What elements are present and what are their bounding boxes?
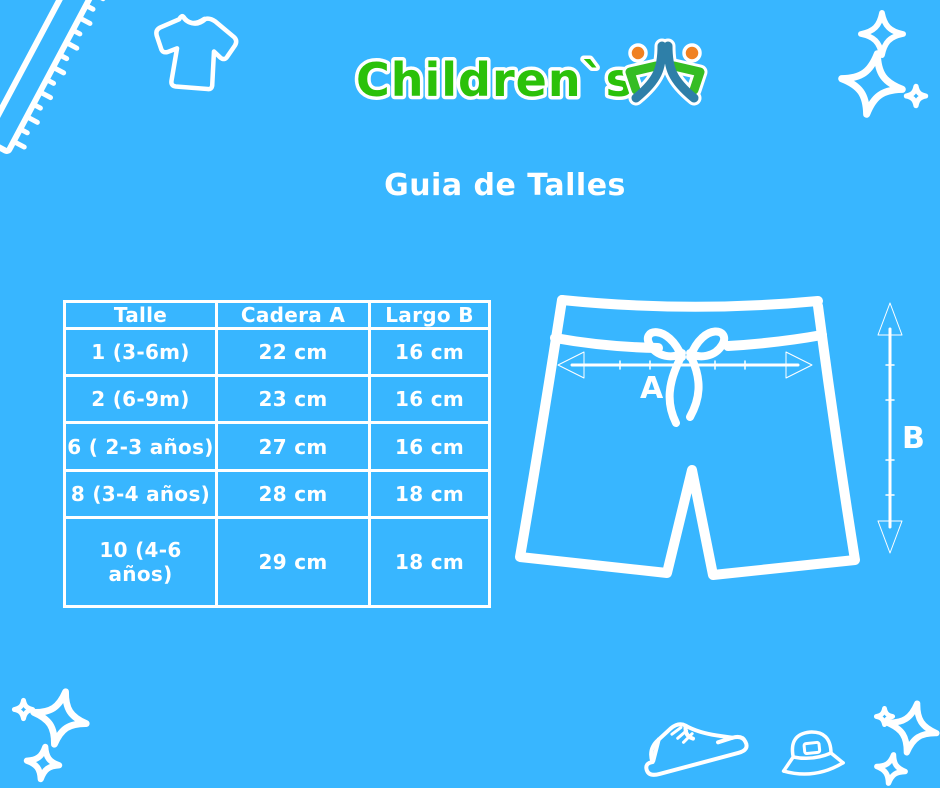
table-row: 6 ( 2-3 años) 27 cm 16 cm: [63, 421, 491, 472]
cell-largo: 16 cm: [368, 374, 491, 425]
table-header-row: Talle Cadera A Largo B: [63, 300, 491, 330]
cell-talle: 6 ( 2-3 años): [63, 421, 218, 472]
brand-logo-text: Children`s: [356, 53, 634, 107]
cell-talle: 10 (4-6 años): [63, 515, 218, 609]
cell-cadera: 29 cm: [215, 515, 371, 609]
shorts-measurement-diagram: A B: [515, 295, 925, 580]
cell-largo: 18 cm: [368, 515, 491, 609]
sparkles-icon: [873, 700, 940, 786]
sparkles-icon: [838, 10, 929, 118]
width-label: A: [640, 371, 664, 406]
sneaker-icon: [644, 722, 749, 777]
shorts-outline: [515, 295, 860, 580]
cell-largo: 18 cm: [368, 468, 491, 519]
length-arrow: [877, 302, 903, 554]
length-label: B: [902, 421, 925, 456]
tshirt-icon: [154, 13, 239, 92]
column-header-talle: Talle: [63, 300, 218, 330]
ruler-icon: [0, 0, 110, 154]
cell-largo: 16 cm: [368, 326, 491, 378]
two-children-figures-icon: [622, 38, 708, 106]
cell-talle: 1 (3-6m): [63, 326, 218, 378]
cell-talle: 2 (6-9m): [63, 374, 218, 425]
table-row: 10 (4-6 años) 29 cm 18 cm: [63, 515, 491, 609]
column-header-largo: Largo B: [368, 300, 491, 330]
table-row: 1 (3-6m) 22 cm 16 cm: [63, 326, 491, 378]
size-table: Talle Cadera A Largo B 1 (3-6m) 22 cm 16…: [63, 300, 491, 609]
cell-largo: 16 cm: [368, 421, 491, 472]
bucket-hat-icon: [781, 730, 845, 776]
cell-cadera: 22 cm: [215, 326, 371, 378]
table-row: 2 (6-9m) 23 cm 16 cm: [63, 374, 491, 425]
cell-cadera: 28 cm: [215, 468, 371, 519]
drawstring-bow-icon: [644, 327, 728, 427]
brand-logo: Children`s: [353, 50, 637, 111]
sparkles-icon: [11, 688, 90, 783]
cell-talle: 8 (3-4 años): [63, 468, 218, 519]
width-arrow: [557, 351, 813, 379]
page-title: Guia de Talles: [384, 168, 626, 203]
table-row: 8 (3-4 años) 28 cm 18 cm: [63, 468, 491, 519]
column-header-cadera: Cadera A: [215, 300, 371, 330]
cell-cadera: 27 cm: [215, 421, 371, 472]
cell-cadera: 23 cm: [215, 374, 371, 425]
